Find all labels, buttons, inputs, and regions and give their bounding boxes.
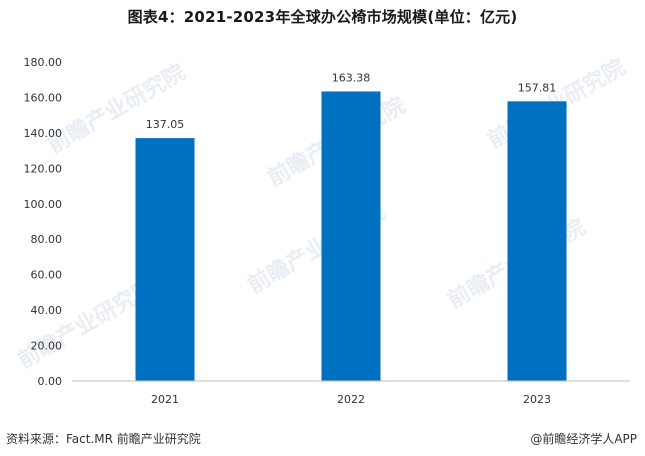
x-tick-label: 2022: [337, 393, 365, 406]
chart-title: 图表4：2021-2023年全球办公椅市场规模(单位：亿元): [127, 8, 518, 26]
x-tick-label: 2023: [523, 393, 551, 406]
bar-2021: [135, 138, 195, 381]
y-tick-label: 100.00: [24, 198, 63, 211]
bar-2023: [507, 101, 567, 381]
data-label-2023: 157.81: [518, 81, 557, 94]
bar-2022: [321, 91, 381, 381]
y-tick-label: 180.00: [24, 56, 63, 69]
y-tick-label: 0.00: [38, 375, 63, 388]
bar-series: 137.05 163.38 157.81: [135, 71, 567, 381]
y-tick-label: 60.00: [31, 269, 63, 282]
data-label-2021: 137.05: [146, 118, 185, 131]
x-axis: 2021 2022 2023: [151, 393, 551, 406]
y-tick-label: 140.00: [24, 127, 63, 140]
brand-credit: @前瞻经济学人APP: [530, 432, 637, 446]
y-tick-label: 120.00: [24, 162, 63, 175]
y-tick-label: 40.00: [31, 304, 63, 317]
data-label-2022: 163.38: [332, 71, 371, 84]
y-tick-label: 160.00: [24, 91, 63, 104]
y-axis: 0.00 20.00 40.00 60.00 80.00 100.00 120.00 140.…: [24, 56, 63, 388]
source-note: 资料来源：Fact.MR 前瞻产业研究院: [6, 432, 201, 446]
y-tick-label: 20.00: [31, 340, 63, 353]
y-tick-label: 80.00: [31, 233, 63, 246]
x-tick-label: 2021: [151, 393, 179, 406]
